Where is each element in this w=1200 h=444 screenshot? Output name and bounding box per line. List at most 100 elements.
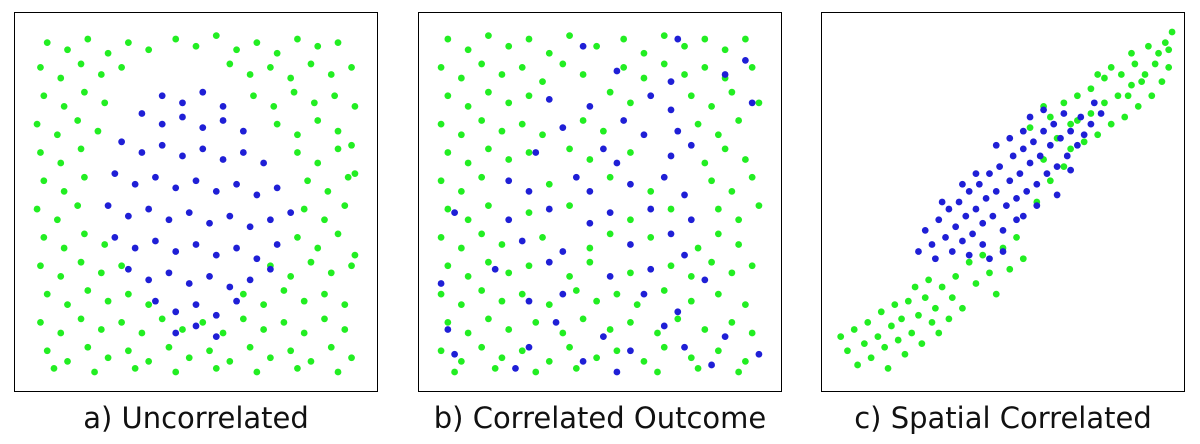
uncorrelated-blue-point xyxy=(179,152,186,160)
correlated-outcome-green-point xyxy=(606,173,614,181)
spatial-correlated-green-point xyxy=(935,329,943,337)
correlated-outcome-green-point xyxy=(437,290,445,298)
scatter-plot-uncorrelated xyxy=(33,32,359,376)
uncorrelated-green-point xyxy=(53,131,61,139)
correlated-outcome-green-point xyxy=(721,145,729,153)
spatial-correlated-blue-point xyxy=(1067,166,1075,174)
uncorrelated-green-point xyxy=(307,60,315,68)
uncorrelated-green-point xyxy=(341,202,349,209)
correlated-outcome-blue-point xyxy=(559,124,567,131)
uncorrelated-blue-point xyxy=(158,92,166,100)
correlated-outcome-green-point xyxy=(457,74,465,82)
correlated-outcome-green-point xyxy=(606,88,614,96)
spatial-correlated-green-point xyxy=(1080,138,1088,146)
correlated-outcome-blue-point xyxy=(681,343,688,351)
correlated-outcome-green-point xyxy=(728,187,736,195)
correlated-outcome-green-point xyxy=(505,42,513,50)
uncorrelated-green-point xyxy=(104,49,112,57)
correlated-outcome-green-point xyxy=(647,234,655,241)
correlated-outcome-green-point xyxy=(701,159,709,167)
spatial-correlated-green-point xyxy=(877,308,885,316)
uncorrelated-green-point xyxy=(212,32,220,39)
uncorrelated-blue-point xyxy=(199,88,207,96)
correlated-outcome-blue-point xyxy=(674,308,682,316)
correlated-outcome-blue-point xyxy=(572,173,580,181)
uncorrelated-blue-point xyxy=(179,113,186,121)
correlated-outcome-green-point xyxy=(667,262,675,270)
uncorrelated-green-point xyxy=(307,258,315,266)
uncorrelated-blue-point xyxy=(152,173,159,181)
uncorrelated-green-point xyxy=(124,347,132,355)
uncorrelated-green-point xyxy=(273,49,281,57)
correlated-outcome-green-point xyxy=(532,368,540,376)
correlated-outcome-blue-point xyxy=(627,241,634,248)
correlated-outcome-green-point xyxy=(606,230,614,238)
spatial-correlated-blue-point xyxy=(999,226,1007,234)
uncorrelated-green-point xyxy=(101,99,109,107)
correlated-outcome-blue-point xyxy=(586,187,594,195)
correlated-outcome-green-point xyxy=(593,42,600,50)
uncorrelated-blue-point xyxy=(118,138,125,146)
correlated-outcome-green-point xyxy=(579,315,587,323)
uncorrelated-green-point xyxy=(74,117,82,124)
spatial-correlated-blue-point xyxy=(1087,120,1095,128)
uncorrelated-green-point xyxy=(77,145,85,153)
correlated-outcome-green-point xyxy=(444,262,452,270)
uncorrelated-green-point xyxy=(124,39,132,47)
correlated-outcome-green-point xyxy=(491,365,499,372)
correlated-outcome-green-point xyxy=(566,32,573,39)
correlated-outcome-green-point xyxy=(742,35,749,43)
uncorrelated-blue-point xyxy=(165,216,173,224)
correlated-outcome-blue-point xyxy=(647,205,655,213)
uncorrelated-green-point xyxy=(145,301,153,309)
spatial-correlated-blue-point xyxy=(928,241,936,248)
spatial-correlated-green-point xyxy=(1087,110,1095,117)
scatter-plot-correlated-outcome xyxy=(437,32,763,376)
uncorrelated-green-point xyxy=(267,64,274,71)
correlated-outcome-green-point xyxy=(437,120,445,128)
spatial-correlated-blue-point xyxy=(962,212,970,220)
correlated-outcome-green-point xyxy=(579,71,587,78)
correlated-outcome-green-point xyxy=(498,241,506,248)
uncorrelated-green-point xyxy=(206,347,213,355)
uncorrelated-green-point xyxy=(226,357,234,365)
correlated-outcome-green-point xyxy=(660,287,668,294)
uncorrelated-green-point xyxy=(118,64,125,71)
uncorrelated-green-point xyxy=(57,74,65,82)
uncorrelated-green-point xyxy=(270,103,278,110)
spatial-correlated-blue-point xyxy=(1040,127,1047,135)
spatial-correlated-green-point xyxy=(1107,120,1115,128)
correlated-outcome-green-point xyxy=(444,92,452,100)
spatial-correlated-blue-point xyxy=(965,251,973,259)
correlated-outcome-green-point xyxy=(586,156,594,163)
uncorrelated-green-point xyxy=(287,273,295,280)
spatial-correlated-green-point xyxy=(1168,28,1176,36)
uncorrelated-green-point xyxy=(348,262,355,270)
correlated-outcome-blue-point xyxy=(721,333,729,340)
spatial-correlated-green-point xyxy=(948,294,956,301)
uncorrelated-green-point xyxy=(246,343,254,351)
spatial-correlated-green-point xyxy=(979,251,987,259)
uncorrelated-green-point xyxy=(57,329,65,337)
spatial-correlated-blue-point xyxy=(965,187,973,195)
spatial-correlated-blue-point xyxy=(1026,159,1034,167)
uncorrelated-green-point xyxy=(351,103,359,110)
spatial-correlated-green-point xyxy=(911,283,919,291)
spatial-correlated-blue-point xyxy=(1043,170,1051,178)
correlated-outcome-green-point xyxy=(613,290,621,298)
uncorrelated-blue-point xyxy=(233,297,240,305)
uncorrelated-green-point xyxy=(334,230,342,238)
correlated-outcome-blue-point xyxy=(444,326,452,333)
uncorrelated-green-point xyxy=(57,159,65,167)
correlated-outcome-green-point xyxy=(559,329,567,337)
uncorrelated-green-point xyxy=(267,354,274,362)
correlated-outcome-blue-point xyxy=(647,265,655,273)
uncorrelated-green-point xyxy=(165,343,173,351)
correlated-outcome-green-point xyxy=(654,368,661,376)
correlated-outcome-green-point xyxy=(586,258,594,266)
uncorrelated-green-point xyxy=(118,262,125,270)
uncorrelated-green-point xyxy=(37,64,44,71)
correlated-outcome-green-point xyxy=(701,64,709,71)
uncorrelated-green-point xyxy=(94,127,102,135)
spatial-correlated-green-point xyxy=(1074,92,1081,100)
